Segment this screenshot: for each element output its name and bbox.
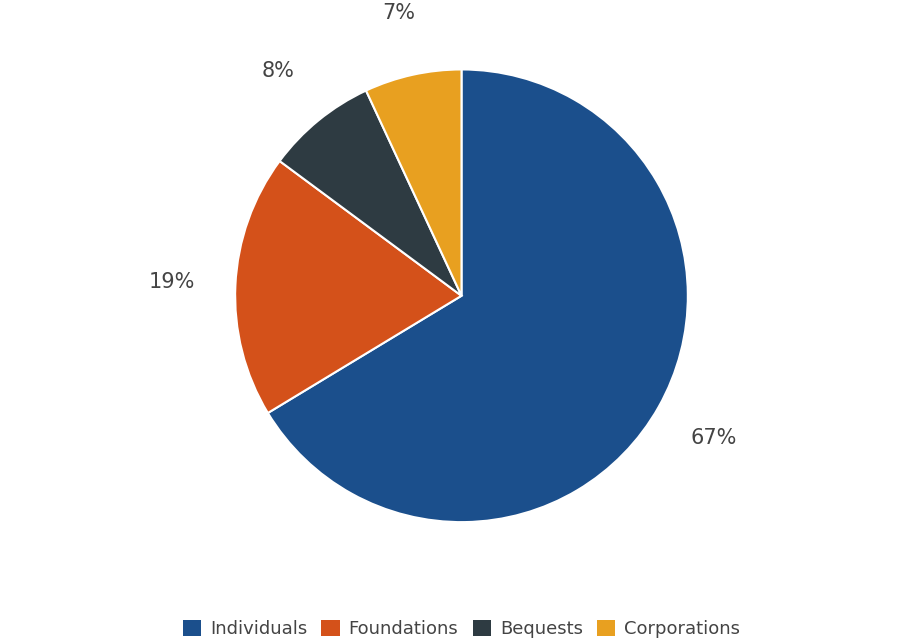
Wedge shape	[235, 161, 462, 413]
Text: 19%: 19%	[149, 272, 196, 293]
Wedge shape	[268, 69, 688, 522]
Legend: Individuals, Foundations, Bequests, Corporations: Individuals, Foundations, Bequests, Corp…	[177, 614, 746, 643]
Text: 67%: 67%	[690, 428, 737, 448]
Text: 7%: 7%	[382, 3, 415, 23]
Wedge shape	[366, 69, 462, 296]
Wedge shape	[280, 91, 462, 296]
Text: 8%: 8%	[262, 61, 294, 81]
